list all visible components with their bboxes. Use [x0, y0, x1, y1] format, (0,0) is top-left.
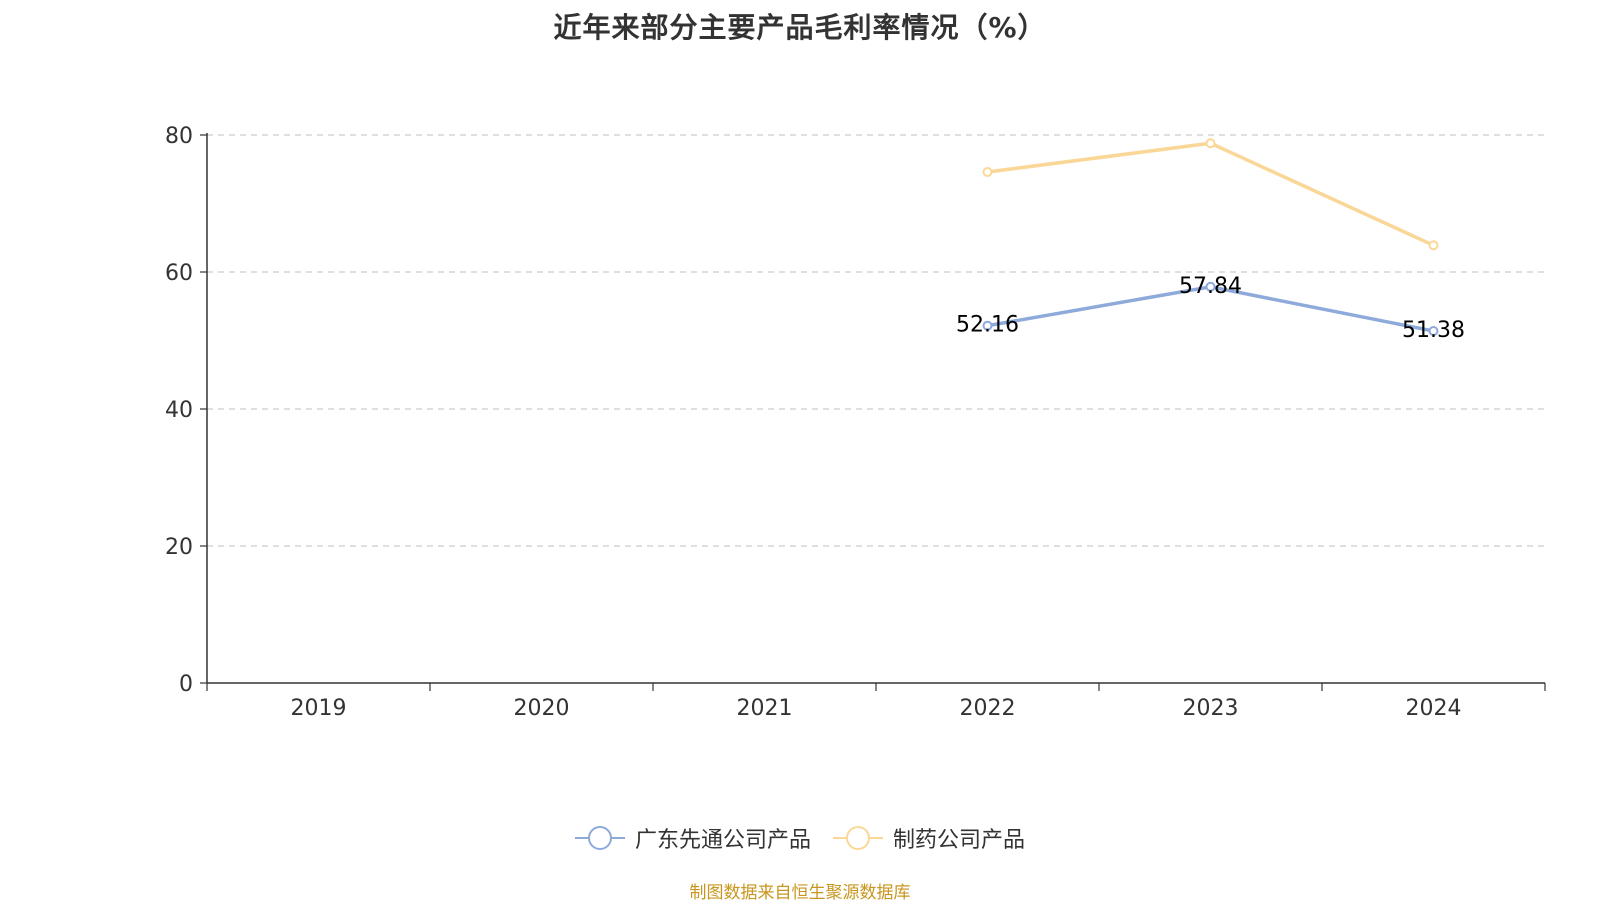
x-tick-label: 2020	[514, 696, 570, 721]
x-tick-label: 2022	[960, 696, 1016, 721]
legend-line-circle-icon	[833, 826, 883, 850]
legend-item-series-2[interactable]: 制药公司产品	[833, 822, 1025, 854]
y-tick-label: 20	[165, 535, 193, 560]
y-tick-label: 40	[165, 398, 193, 423]
data-point[interactable]	[982, 166, 993, 177]
x-tick-label: 2023	[1183, 696, 1239, 721]
x-tick-label: 2021	[737, 696, 793, 721]
data-labels: 52.16 57.84 51.38	[956, 274, 1465, 343]
grid-lines	[207, 134, 1545, 547]
legend-item-series-1[interactable]: 广东先通公司产品	[574, 822, 811, 854]
data-point[interactable]	[1205, 281, 1216, 292]
x-tick-label: 2019	[291, 696, 347, 721]
data-label: 52.16	[956, 313, 1019, 338]
y-tick-label: 60	[165, 261, 193, 286]
data-point[interactable]	[1205, 138, 1216, 149]
data-label: 57.84	[1179, 274, 1242, 299]
series-lines	[982, 138, 1439, 337]
series-line-2	[985, 141, 1436, 248]
chart-title: 近年来部分主要产品毛利率情况（%）	[553, 11, 1047, 44]
data-point[interactable]	[982, 320, 993, 331]
data-point[interactable]	[1428, 326, 1439, 337]
data-label: 51.38	[1402, 318, 1465, 343]
legend-line-circle-icon	[574, 826, 625, 850]
legend-label: 制药公司产品	[893, 828, 1026, 853]
legend: 广东先通公司产品 制药公司产品	[0, 822, 1600, 854]
axes: 0 20 40 60 80 2019 2020 2021 2022 2023 2024	[165, 124, 1546, 721]
legend-label: 广东先通公司产品	[634, 828, 811, 853]
y-tick-label: 0	[179, 672, 193, 697]
data-point[interactable]	[1428, 240, 1439, 251]
x-tick-label: 2024	[1406, 696, 1462, 721]
y-tick-label: 80	[165, 124, 193, 149]
source-note: 制图数据来自恒生聚源数据库	[689, 883, 911, 900]
